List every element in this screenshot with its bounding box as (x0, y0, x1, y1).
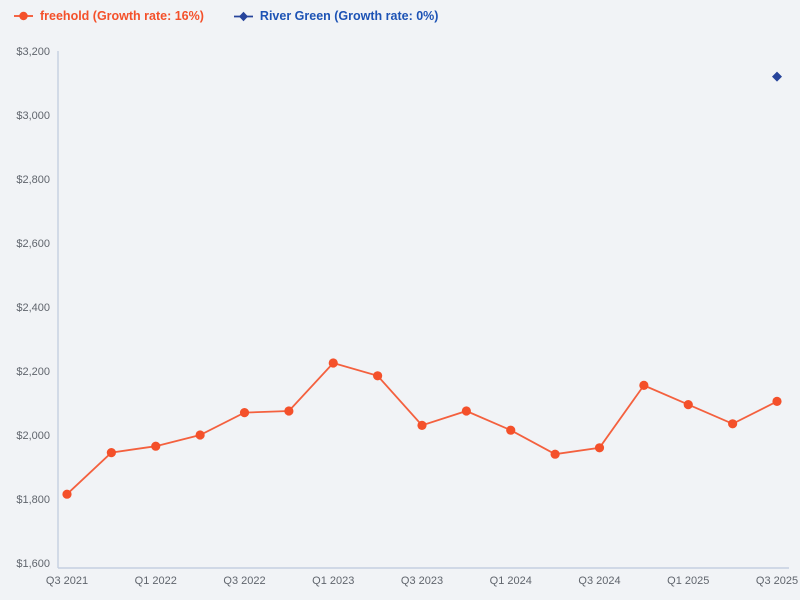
legend: freehold (Growth rate: 16%) River Green … (14, 9, 438, 23)
freehold-data-point[interactable] (550, 449, 560, 459)
freehold-data-point[interactable] (594, 443, 605, 453)
legend-item-river-green[interactable]: River Green (Growth rate: 0%) (233, 9, 439, 23)
freehold-line-dot-icon (14, 11, 33, 21)
legend-label-freehold: freehold (Growth rate: 16%) (40, 9, 204, 23)
x-tick-label: Q1 2022 (135, 575, 177, 587)
y-tick-label: $1,600 (16, 558, 50, 570)
x-tick-label: Q3 2021 (46, 575, 88, 587)
freehold-data-point[interactable] (328, 358, 338, 368)
y-tick-label: $2,000 (16, 430, 50, 442)
y-tick-label: $2,400 (16, 302, 50, 314)
y-tick-label: $3,000 (16, 110, 50, 122)
freehold-data-point[interactable] (683, 400, 693, 410)
freehold-data-point[interactable] (728, 419, 738, 429)
freehold-data-point[interactable] (461, 406, 471, 416)
freehold-data-point[interactable] (772, 396, 782, 406)
x-tick-label: Q1 2025 (667, 575, 709, 587)
freehold-data-point[interactable] (239, 408, 250, 418)
freehold-data-point[interactable] (417, 420, 427, 430)
freehold-data-point[interactable] (62, 489, 72, 499)
x-tick-label: Q3 2025 (756, 575, 798, 587)
x-tick-label: Q1 2023 (312, 575, 354, 587)
y-tick-label: $1,800 (16, 494, 50, 506)
y-tick-label: $2,800 (16, 174, 50, 186)
freehold-data-point[interactable] (284, 406, 294, 416)
y-tick-label: $3,200 (16, 46, 50, 58)
freehold-data-point[interactable] (373, 371, 383, 381)
freehold-data-point[interactable] (106, 448, 116, 458)
freehold-data-point[interactable] (639, 380, 649, 390)
freehold-data-point[interactable] (151, 441, 161, 451)
river-green-data-point[interactable] (772, 71, 782, 82)
x-tick-label: Q3 2022 (223, 575, 265, 587)
river-green-line-diamond-icon (233, 11, 253, 22)
y-tick-label: $2,200 (16, 366, 50, 378)
x-tick-label: Q3 2023 (401, 575, 443, 587)
y-tick-label: $2,600 (16, 238, 50, 250)
freehold-data-point[interactable] (506, 425, 516, 435)
freehold-data-point[interactable] (195, 430, 205, 440)
x-tick-label: Q3 2024 (578, 575, 620, 587)
x-tick-label: Q1 2024 (490, 575, 532, 587)
legend-label-river-green: River Green (Growth rate: 0%) (259, 9, 439, 23)
legend-item-freehold[interactable]: freehold (Growth rate: 16%) (14, 9, 204, 23)
